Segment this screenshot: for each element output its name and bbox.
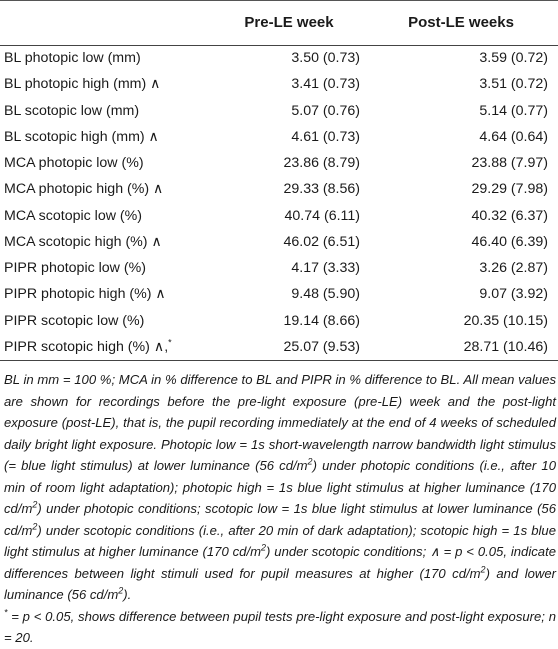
pre-value: 4.17 (3.33) bbox=[291, 260, 360, 277]
footnote-text: = p < 0.05, shows difference between pup… bbox=[4, 608, 556, 646]
data-table: Pre-LE week Post-LE weeks BL photopic lo… bbox=[0, 0, 558, 360]
pre-value: 3.50 (0.73) bbox=[291, 50, 360, 67]
pre-value: 46.02 (6.51) bbox=[283, 233, 360, 250]
pre-value: 25.07 (9.53) bbox=[283, 338, 360, 355]
row-label: MCA photopic high (%) ∧ bbox=[4, 181, 164, 198]
superscript: 2 bbox=[32, 521, 38, 532]
row-label: MCA photopic low (%) bbox=[4, 155, 144, 172]
post-value: 4.64 (0.64) bbox=[479, 128, 548, 145]
table-row: PIPR scotopic low (%) 19.14 (8.66) 20.35… bbox=[0, 308, 558, 334]
row-label: BL photopic low (mm) bbox=[4, 50, 141, 67]
row-label: BL photopic high (mm) ∧ bbox=[4, 76, 161, 93]
row-label: MCA scotopic low (%) bbox=[4, 207, 142, 224]
table-row: BL scotopic high (mm) ∧ 4.61 (0.73) 4.64… bbox=[0, 124, 558, 150]
pre-value: 3.41 (0.73) bbox=[291, 76, 360, 93]
header-row: Pre-LE week Post-LE weeks bbox=[0, 0, 558, 45]
superscript: 2 bbox=[118, 585, 124, 596]
significance-marker: * bbox=[4, 607, 8, 618]
table-row: BL photopic high (mm) ∧ 3.41 (0.73) 3.51… bbox=[0, 71, 558, 97]
superscript: 2 bbox=[261, 542, 267, 553]
superscript: 2 bbox=[32, 499, 38, 510]
post-value: 3.59 (0.72) bbox=[479, 50, 548, 67]
table-footnote: BL in mm = 100 %; MCA in % difference to… bbox=[4, 369, 556, 649]
post-value: 3.51 (0.72) bbox=[479, 76, 548, 93]
post-value: 46.40 (6.39) bbox=[471, 233, 548, 250]
bottom-rule bbox=[0, 360, 558, 361]
footnote-text: BL in mm = 100 %; MCA in % difference to… bbox=[4, 372, 556, 473]
row-label-cell: PIPR scotopic high (%) ∧,* bbox=[0, 334, 214, 360]
row-label: PIPR photopic high (%) ∧ bbox=[4, 286, 166, 303]
pre-value: 19.14 (8.66) bbox=[283, 312, 360, 329]
top-rule bbox=[0, 0, 558, 1]
row-label: MCA scotopic high (%) ∧ bbox=[4, 233, 162, 250]
post-value: 9.07 (3.92) bbox=[479, 286, 548, 303]
pre-value: 23.86 (8.79) bbox=[283, 155, 360, 172]
superscript: 2 bbox=[307, 456, 313, 467]
post-value: 20.35 (10.15) bbox=[463, 312, 548, 329]
footnote-text: ) and lower luminance (56 cd/m bbox=[4, 565, 556, 603]
significance-marker: * bbox=[168, 337, 172, 348]
header-post-le: Post-LE weeks bbox=[408, 14, 514, 31]
row-label: PIPR scotopic low (%) bbox=[4, 312, 145, 329]
post-value: 23.88 (7.97) bbox=[471, 155, 548, 172]
header-rule bbox=[0, 45, 558, 46]
row-label: BL scotopic high (mm) ∧ bbox=[4, 128, 159, 145]
table-row: MCA photopic low (%) 23.86 (8.79) 23.88 … bbox=[0, 150, 558, 176]
row-label: PIPR scotopic high (%) ∧, bbox=[4, 338, 169, 355]
post-value: 28.71 (10.46) bbox=[463, 338, 548, 355]
footnote-text: ). bbox=[123, 587, 132, 602]
pre-value: 40.74 (6.11) bbox=[284, 207, 360, 224]
pre-value: 4.61 (0.73) bbox=[291, 128, 360, 145]
footnote-text: ) under photopic conditions; scotopic lo… bbox=[4, 501, 556, 538]
header-empty bbox=[0, 0, 214, 45]
row-label: BL scotopic low (mm) bbox=[4, 102, 140, 119]
table-row: PIPR photopic low (%) 4.17 (3.33) 3.26 (… bbox=[0, 255, 558, 281]
footnote-text: ) under photopic conditions (i.e., after… bbox=[4, 458, 556, 516]
post-value: 3.26 (2.87) bbox=[479, 260, 548, 277]
table-row: PIPR scotopic high (%) ∧,* 25.07 (9.53) … bbox=[0, 334, 558, 360]
superscript: 2 bbox=[480, 564, 486, 575]
post-value: 5.14 (0.77) bbox=[479, 102, 548, 119]
table-row: BL scotopic low (mm) 5.07 (0.76) 5.14 (0… bbox=[0, 98, 558, 124]
header-pre-le: Pre-LE week bbox=[244, 14, 334, 31]
pre-value: 5.07 (0.76) bbox=[291, 102, 360, 119]
table-row: BL photopic low (mm) 3.50 (0.73) 3.59 (0… bbox=[0, 45, 558, 71]
pre-value: 29.33 (8.56) bbox=[283, 181, 360, 198]
table-row: MCA photopic high (%) ∧ 29.33 (8.56) 29.… bbox=[0, 176, 558, 202]
row-label: PIPR photopic low (%) bbox=[4, 260, 146, 277]
post-value: 40.32 (6.37) bbox=[471, 207, 548, 224]
pre-value: 9.48 (5.90) bbox=[291, 286, 360, 303]
footnote-text: ) under scotopic conditions (i.e., after… bbox=[4, 522, 556, 560]
table-row: MCA scotopic low (%) 40.74 (6.11) 40.32 … bbox=[0, 203, 558, 229]
table-row: MCA scotopic high (%) ∧ 46.02 (6.51) 46.… bbox=[0, 229, 558, 255]
table-row: PIPR photopic high (%) ∧ 9.48 (5.90) 9.0… bbox=[0, 281, 558, 307]
post-value: 29.29 (7.98) bbox=[471, 181, 548, 198]
footnote-text: ) under scotopic conditions; ∧ = p < 0.0… bbox=[4, 544, 556, 581]
